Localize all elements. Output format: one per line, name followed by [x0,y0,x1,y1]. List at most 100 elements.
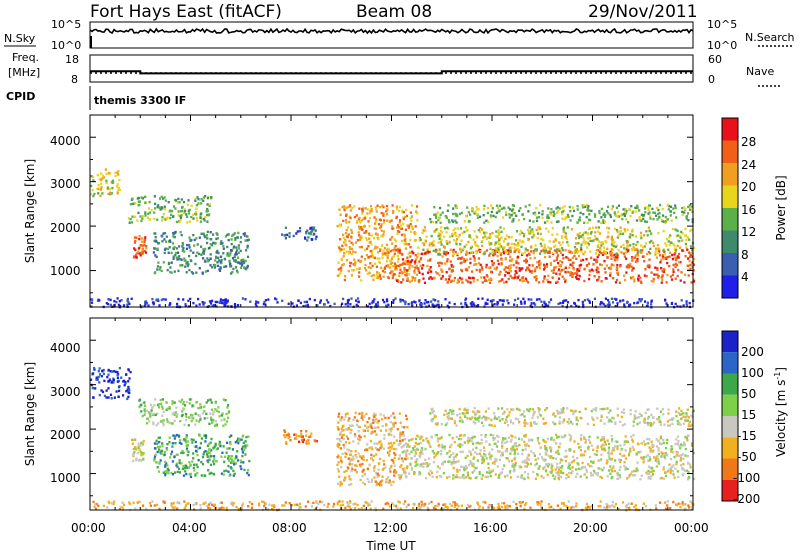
power-cell [601,253,605,256]
power-cell [515,230,519,233]
velocity-cell [642,440,646,443]
power-cell [582,241,585,244]
power-cell [495,204,499,207]
velocity-cell [564,449,567,453]
power-cell [571,261,574,265]
velocity-cell [392,412,395,415]
velocity-cell [564,434,567,437]
power-cell [676,244,679,248]
velocity-cell [189,475,193,479]
velocity-cell [402,431,405,434]
velocity-cell [449,445,452,449]
power-cell [532,251,535,255]
power-cell [214,241,217,245]
velocity-cell [112,381,115,384]
power-cell [464,301,467,305]
power-cell [666,273,669,277]
velocity-cell [285,441,288,444]
power-cell [600,216,603,219]
velocity-cell [550,436,553,439]
power-cell [448,240,451,244]
velocity-cell [143,408,146,411]
power-cell [463,260,466,263]
power-cell [558,272,561,276]
power-cell [314,229,317,232]
velocity-cell [159,452,162,455]
velocity-cell [406,443,409,446]
power-cell [653,273,656,276]
velocity-cell [377,426,380,429]
velocity-cell [602,444,605,447]
power-cell [567,244,570,247]
power-cell [166,268,169,272]
velocity-cell [339,480,342,484]
power-cell [517,255,520,259]
power-cell [478,270,481,273]
power-cell [226,233,229,237]
power-cell [429,276,432,279]
power-cell [562,228,565,231]
power-cell [513,243,516,246]
velocity-cell [425,477,428,480]
velocity-cell [440,449,443,453]
velocity-cell [194,474,197,477]
power-cell [510,259,513,263]
velocity-cell [339,433,342,436]
velocity-cell [632,433,635,437]
power-cell [506,271,510,275]
power-cell [634,254,637,257]
power-cell [615,214,618,218]
velocity-cell [684,447,687,451]
velocity-cell [649,470,652,474]
velocity-cell [363,435,366,438]
power-cell [608,252,612,255]
power-cell [681,249,684,252]
velocity-cell [289,439,292,442]
power-cell [613,259,616,262]
power-cell [375,207,378,211]
power-cell [557,302,560,306]
velocity-cell [100,389,103,392]
power-cell [665,302,668,305]
power-cell [239,266,243,269]
power-cell [589,232,592,235]
velocity-cell [456,468,459,472]
power-cell [654,251,657,254]
power-cell [532,233,535,237]
power-cell [623,255,626,258]
velocity-cell [664,474,668,478]
velocity-cell [547,454,550,457]
power-cell [629,214,632,218]
velocity-cell [657,439,660,443]
power-cell [433,276,436,279]
velocity-cell [471,448,475,451]
power-cell [361,206,364,210]
velocity-cell [342,433,345,437]
velocity-cell [347,449,351,452]
velocity-cell [388,481,391,484]
power-cell [204,195,207,198]
power-cell [370,243,373,246]
velocity-cell [137,459,140,462]
velocity-cell [473,456,476,459]
velocity-cell [679,446,682,450]
power-cell [583,239,586,242]
power-cell [352,263,355,266]
power-cell [391,264,394,268]
velocity-cell [392,461,395,465]
power-cell [141,244,144,247]
power-cell [240,264,244,267]
power-cell [683,281,686,284]
velocity-cell [166,443,169,446]
power-cell [684,242,687,246]
velocity-cell [693,477,696,481]
power-cell [418,236,421,240]
power-cell [619,226,622,229]
velocity-cell [496,465,499,468]
power-cell [397,226,400,229]
velocity-cell [630,435,633,438]
velocity-cell [352,418,355,422]
power-cell [638,219,641,222]
velocity-cell [572,455,575,458]
velocity-cell [677,440,680,443]
